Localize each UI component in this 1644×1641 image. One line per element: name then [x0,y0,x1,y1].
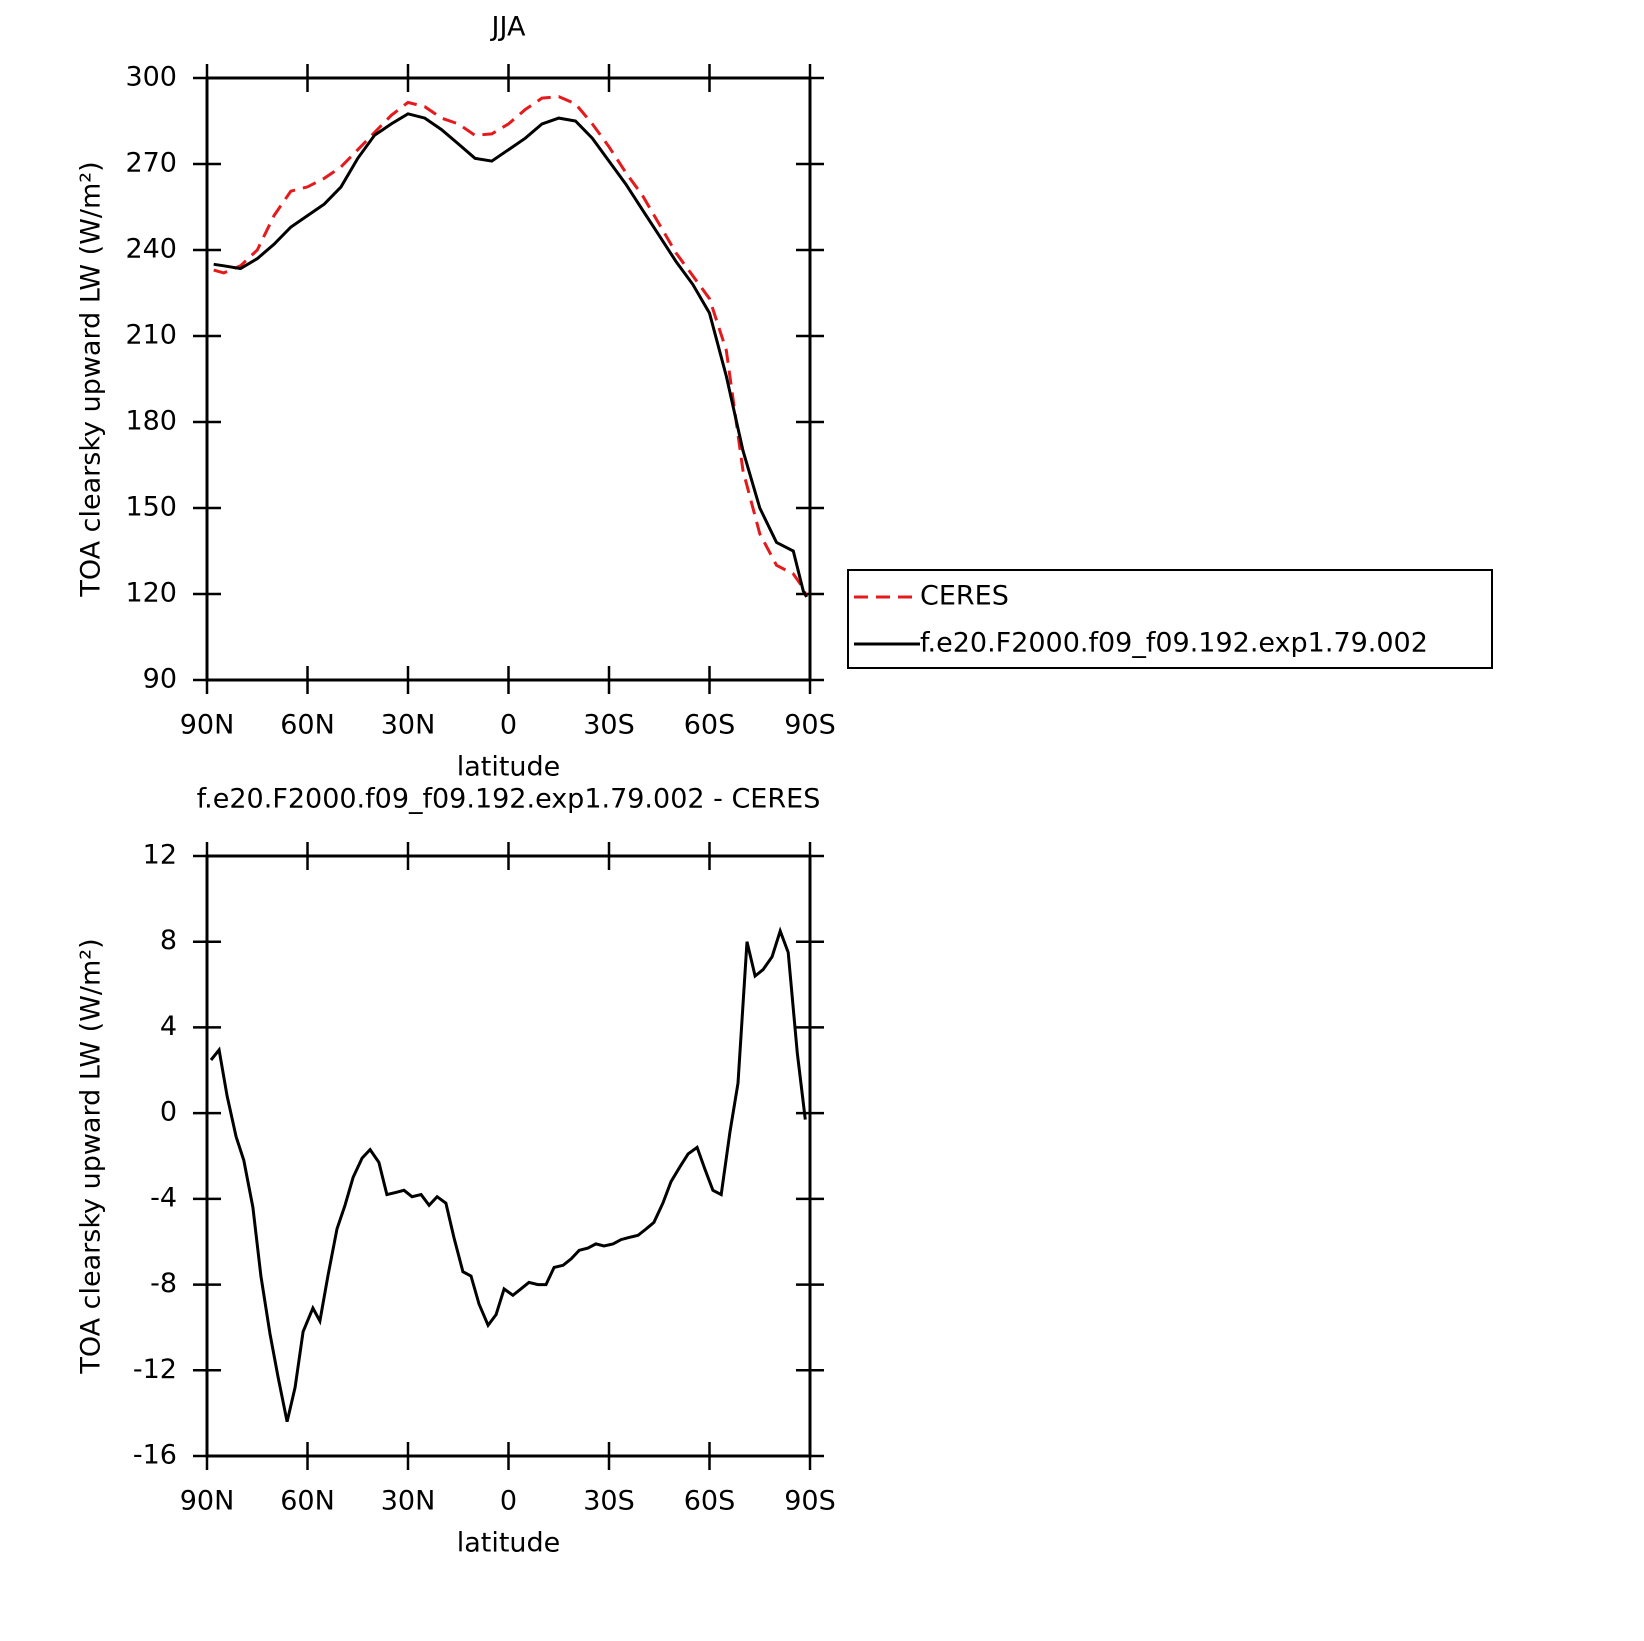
y-tick-label: 4 [160,1011,177,1042]
legend-box [847,569,1493,669]
y-tick-label: 300 [125,62,177,93]
x-tick-label: 30S [583,710,635,741]
data-line [209,926,807,1423]
y-tick-label: 180 [125,406,177,437]
x-tick-label: 30N [381,1486,436,1517]
y-axis-label: TOA clearsky upward LW (W/m²) [76,161,107,597]
x-axis-label: latitude [457,1528,561,1559]
x-tick-label: 30S [583,1486,635,1517]
y-tick-label: -4 [150,1182,177,1213]
y-tick-label: -8 [150,1268,177,1299]
x-tick-label: 30N [381,710,436,741]
data-line [213,95,809,598]
y-tick-label: 12 [143,840,177,871]
x-tick-label: 90N [180,1486,235,1517]
x-tick-label: 90S [784,1486,836,1517]
data-line [213,112,808,598]
chart-title: f.e20.F2000.f09_f09.192.exp1.79.002 - CE… [197,784,821,815]
plot-frame [205,854,812,1458]
x-tick-label: 60N [280,1486,335,1517]
x-tick-label: 0 [500,710,517,741]
y-tick-label: 0 [160,1097,177,1128]
y-tick-label: 8 [160,925,177,956]
x-tick-label: 60N [280,710,335,741]
x-tick-label: 60S [684,710,736,741]
x-tick-label: 90N [180,710,235,741]
legend-label: f.e20.F2000.f09_f09.192.exp1.79.002 [920,628,1428,659]
y-tick-label: -12 [133,1354,177,1385]
y-tick-label: 150 [125,492,177,523]
chart-title: JJA [490,12,526,43]
x-axis-label: latitude [457,752,561,783]
plot-frame [205,76,812,682]
y-axis-label: TOA clearsky upward LW (W/m²) [76,938,107,1374]
y-tick-label: 240 [125,234,177,265]
x-tick-label: 60S [684,1486,736,1517]
y-tick-label: 120 [125,578,177,609]
y-tick-label: 210 [125,320,177,351]
y-tick-label: -16 [133,1440,177,1471]
x-tick-label: 90S [784,710,836,741]
legend-label: CERES [920,581,1009,612]
x-tick-label: 0 [500,1486,517,1517]
y-tick-label: 270 [125,148,177,179]
y-tick-label: 90 [143,664,177,695]
